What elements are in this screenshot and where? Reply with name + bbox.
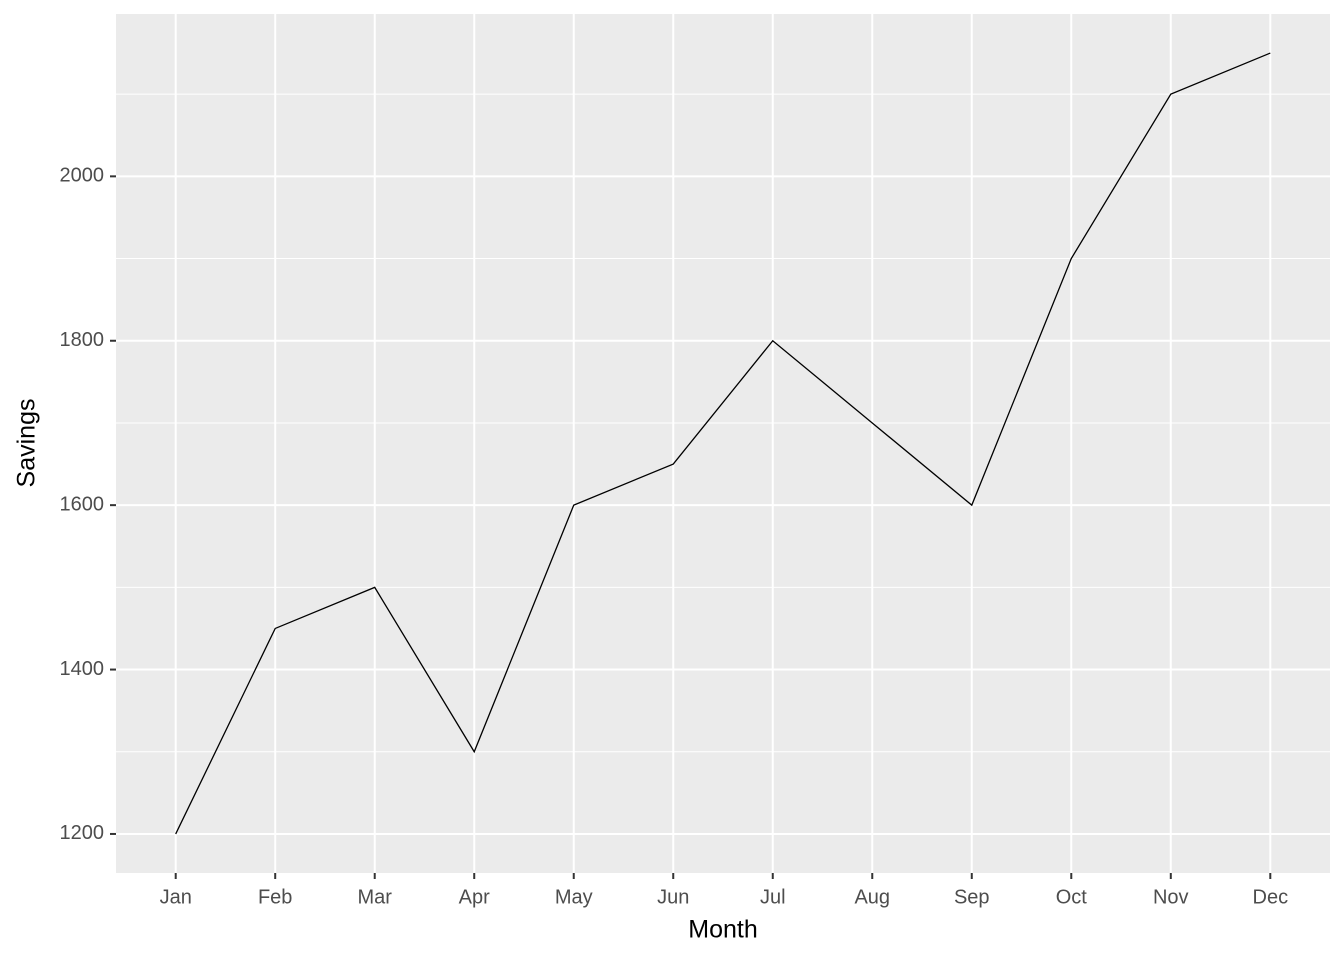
x-tick-label: Aug: [854, 886, 890, 908]
x-tick-label: Mar: [357, 886, 392, 908]
panel: [116, 14, 1330, 873]
x-tick-label: Dec: [1253, 886, 1289, 908]
y-tick-label: 1600: [60, 493, 105, 515]
y-tick-label: 2000: [60, 165, 105, 187]
x-tick-label: Jun: [657, 886, 689, 908]
x-tick-label: Jan: [160, 886, 192, 908]
x-tick-label: Feb: [258, 886, 292, 908]
y-tick-label: 1200: [60, 822, 105, 844]
y-tick-label: 1400: [60, 658, 105, 680]
x-tick-label: Apr: [459, 886, 490, 908]
x-tick-label: May: [555, 886, 593, 908]
line: [175, 52, 1271, 835]
x-tick-label: Jul: [760, 886, 786, 908]
y-axis-title: Savings: [13, 399, 41, 488]
y-tick-label: 1800: [60, 329, 105, 351]
x-tick-label: Sep: [954, 886, 990, 908]
x-tick-label: Oct: [1056, 886, 1088, 908]
x-tick-label: Nov: [1153, 886, 1189, 908]
x-axis-title: Month: [688, 916, 757, 944]
